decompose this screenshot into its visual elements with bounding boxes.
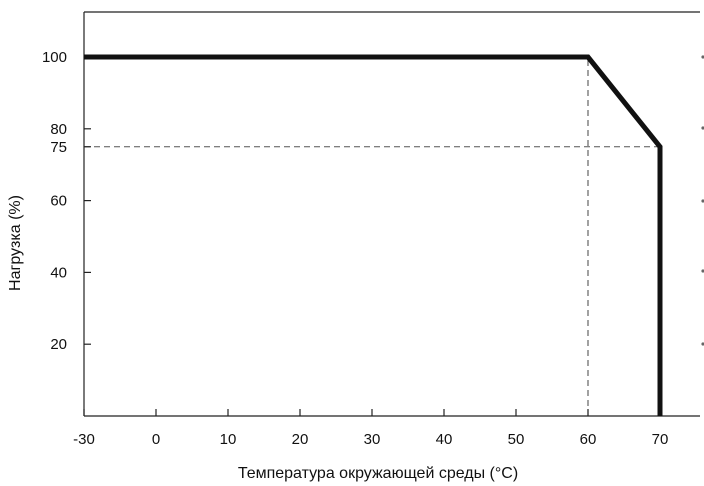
x-tick-label: 50 [508, 431, 525, 448]
y-tick-label: 80 [50, 121, 67, 138]
edge-dot [701, 342, 704, 346]
x-tick-label: -30 [73, 431, 95, 448]
x-tick-label: 10 [220, 431, 237, 448]
y-tick-label: 100 [42, 49, 67, 66]
x-tick-label: 0 [152, 431, 160, 448]
y-tick-label: 20 [50, 336, 67, 353]
x-tick-label: 70 [652, 431, 669, 448]
edge-dot [701, 126, 704, 130]
y-axis-title: Нагрузка (%) [7, 195, 24, 291]
y-tick-label: 60 [50, 193, 67, 210]
y-tick-label: 75 [50, 139, 67, 156]
right-edge-markers [701, 55, 704, 346]
x-tick-label: 40 [436, 431, 453, 448]
x-axis-title: Температура окружающей среды (°C) [238, 465, 518, 482]
x-axis-ticks: -30 0 10 20 30 40 50 60 70 [73, 409, 668, 448]
series-layer [84, 54, 663, 416]
edge-dot [701, 269, 704, 273]
series-line-1 [84, 54, 663, 416]
x-tick-label: 60 [580, 431, 597, 448]
x-tick-label: 20 [292, 431, 309, 448]
y-tick-label: 40 [50, 264, 67, 281]
edge-dot [701, 55, 704, 59]
reference-lines [84, 57, 660, 416]
edge-dot [701, 199, 704, 203]
x-tick-label: 30 [364, 431, 381, 448]
plot-frame [83, 11, 700, 417]
